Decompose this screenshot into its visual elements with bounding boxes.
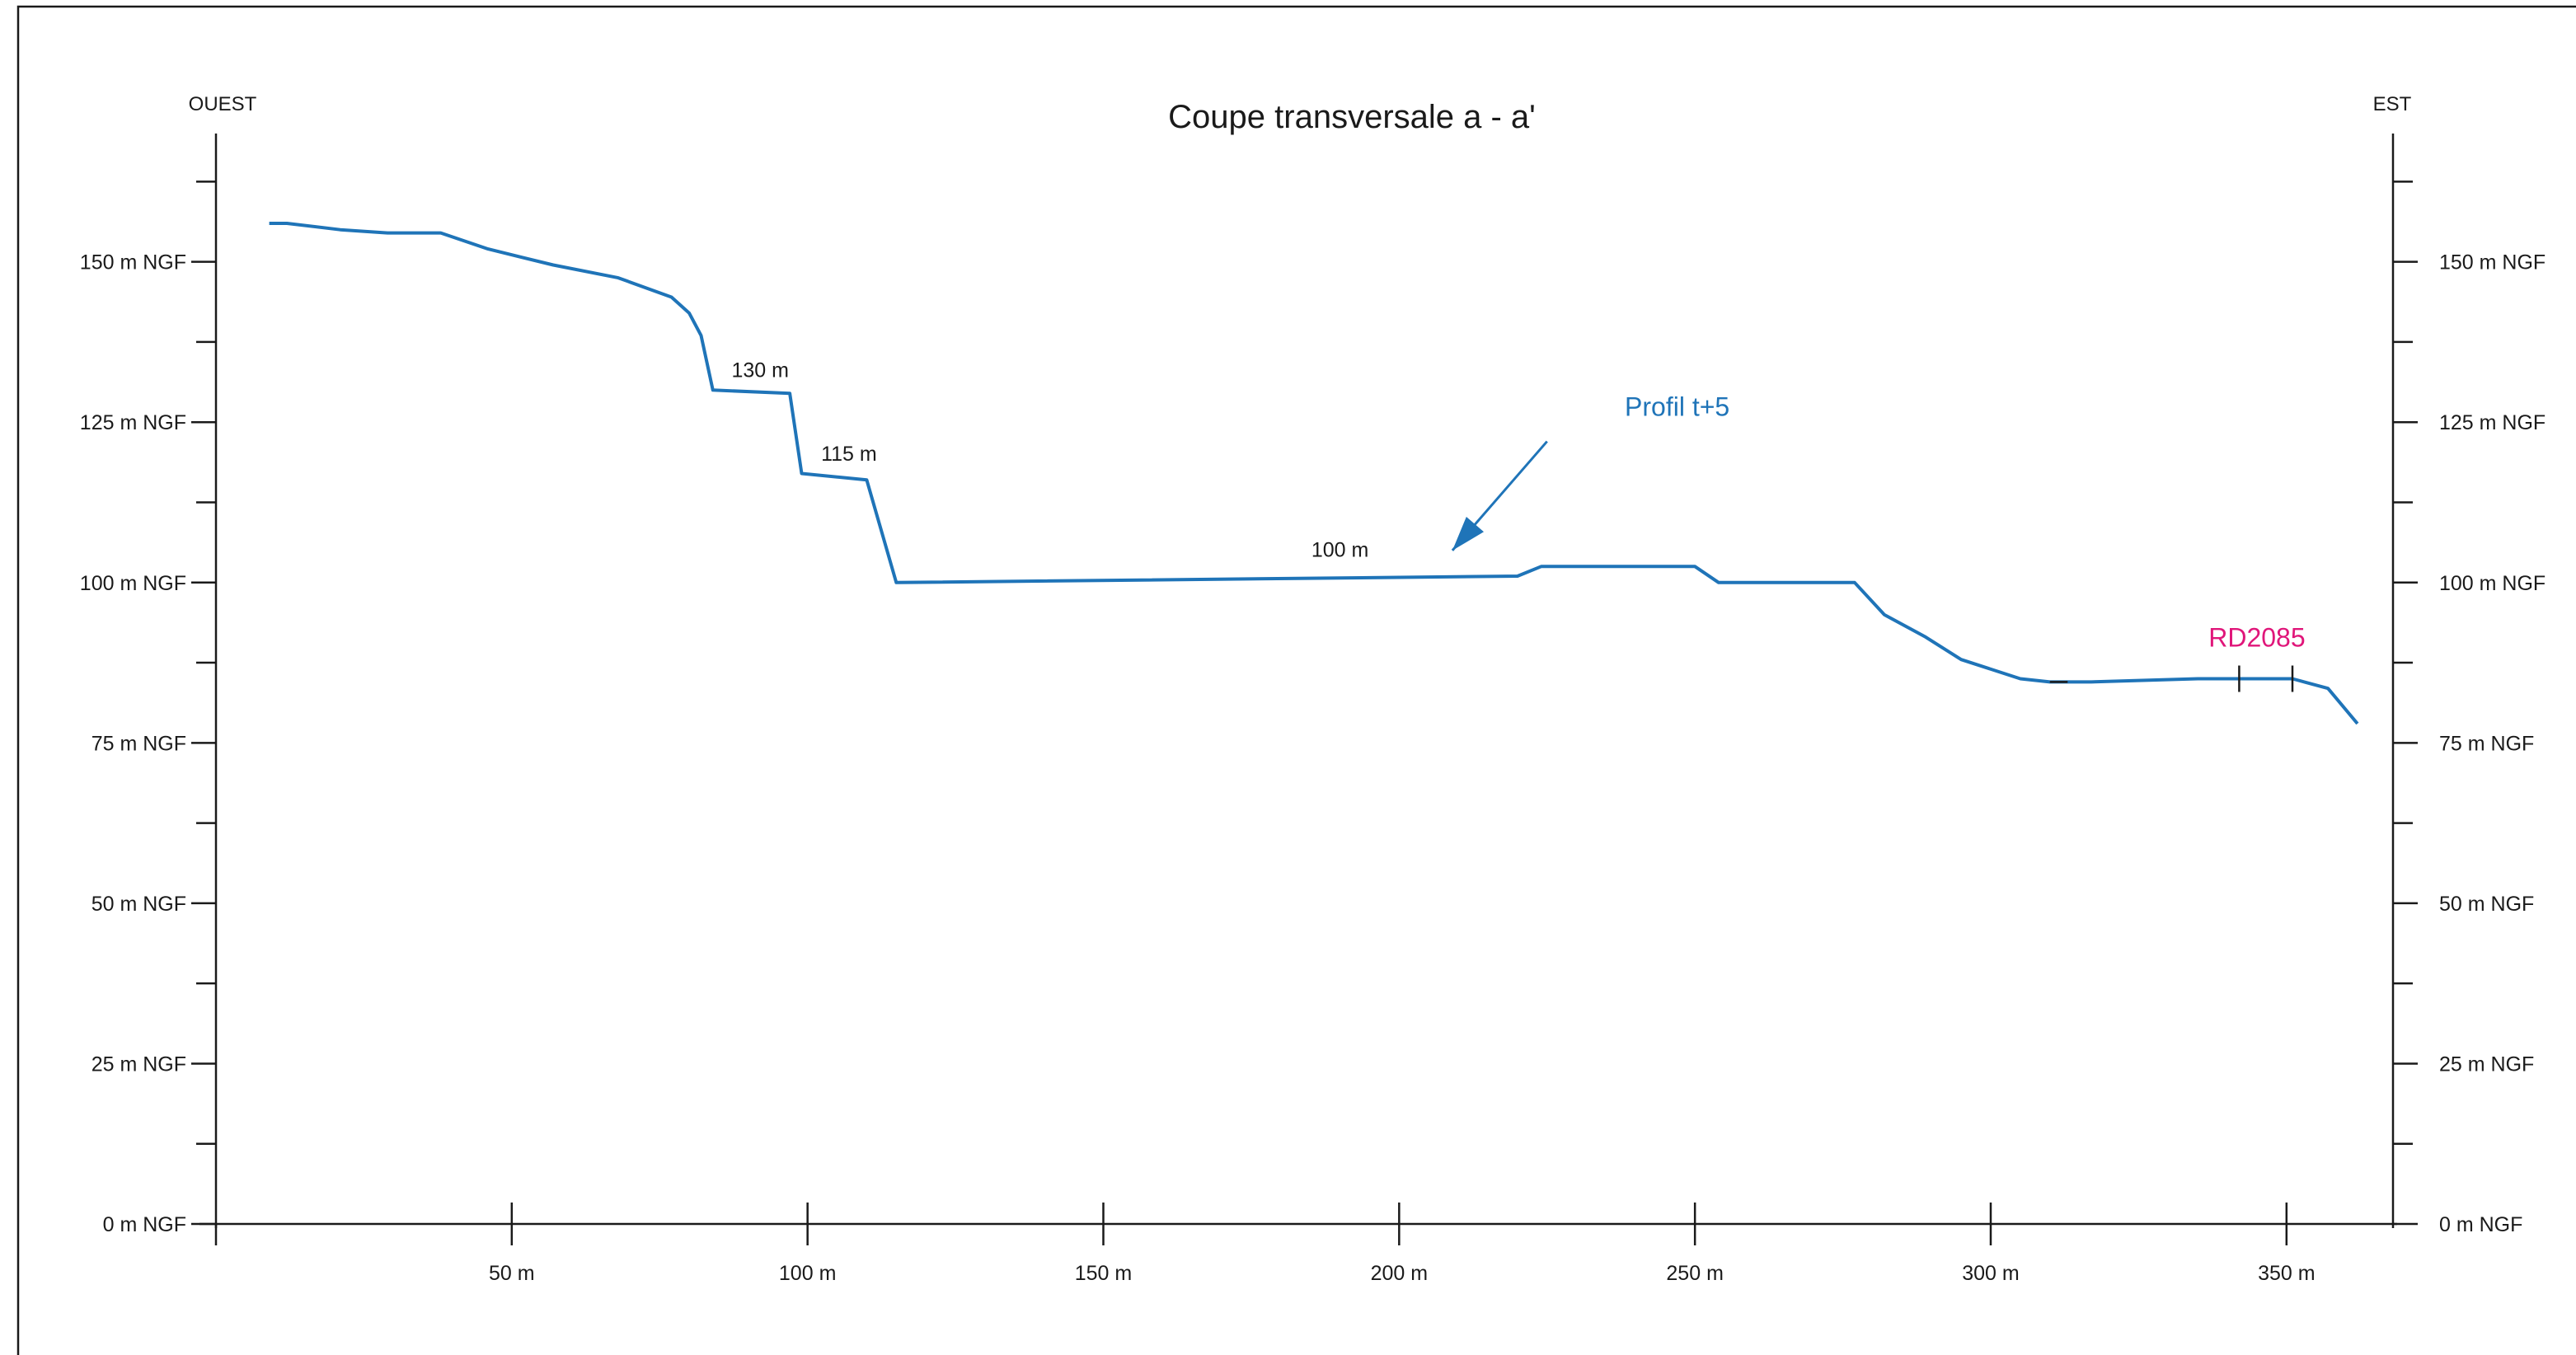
y-tick-label-left: 100 m NGF — [80, 572, 186, 595]
x-axis-ticks: 50 m 100 m 150 m 200 m 250 m 300 m 350 m — [214, 1203, 2316, 1285]
x-tick-label: 100 m — [779, 1262, 836, 1285]
y-tick-label-left: 0 m NGF — [103, 1213, 186, 1236]
figure-border — [16, 5, 2576, 1355]
y-tick-label-right: 50 m NGF — [2439, 893, 2534, 916]
y-axis-ticks: 0 m NGF 0 m NGF 25 m NGF 25 m NGF 50 m NGF 50… — [80, 181, 2546, 1236]
x-tick-label: 50 m — [489, 1262, 535, 1285]
x-tick-label: 250 m — [1666, 1262, 1723, 1285]
x-tick-label: 300 m — [1962, 1262, 2019, 1285]
y-tick-label-left: 25 m NGF — [91, 1053, 186, 1076]
annotation-label: 100 m — [1311, 539, 1368, 562]
x-tick-label: 200 m — [1371, 1262, 1428, 1285]
y-tick-label-right: 75 m NGF — [2439, 732, 2534, 755]
y-tick-label-right: 125 m NGF — [2439, 411, 2546, 434]
arrow-head — [1452, 516, 1485, 551]
y-tick-label-left: 75 m NGF — [91, 732, 186, 755]
annotation-label: 115 m — [821, 443, 877, 466]
y-tick-label-right: 25 m NGF — [2439, 1053, 2534, 1076]
x-tick-label: 150 m — [1075, 1262, 1132, 1285]
profile-arrow — [1451, 440, 1548, 551]
annotation-label: RD2085 — [2208, 623, 2305, 653]
y-tick-label-right: 150 m NGF — [2439, 251, 2546, 274]
y-tick-label-left: 50 m NGF — [91, 893, 186, 916]
west-label: OUEST — [189, 93, 257, 115]
rd2085-marker — [2049, 665, 2294, 692]
y-tick-label-right: 0 m NGF — [2439, 1213, 2522, 1236]
profile-line — [269, 222, 2359, 725]
x-tick-label: 350 m — [2258, 1262, 2315, 1285]
chart-title: Coupe transversale a - a' — [1168, 99, 1536, 135]
annotations: 130 m 115 m 100 m Profil t+5 RD2085 — [732, 359, 2306, 653]
y-tick-label-left: 125 m NGF — [80, 411, 186, 434]
east-label: EST — [2373, 93, 2412, 115]
annotation-label: 130 m — [732, 359, 789, 382]
profile-series — [269, 222, 2359, 725]
y-tick-label-left: 150 m NGF — [80, 251, 186, 274]
annotation-label: Profil t+5 — [1625, 391, 1729, 421]
y-tick-label-right: 100 m NGF — [2439, 572, 2546, 595]
